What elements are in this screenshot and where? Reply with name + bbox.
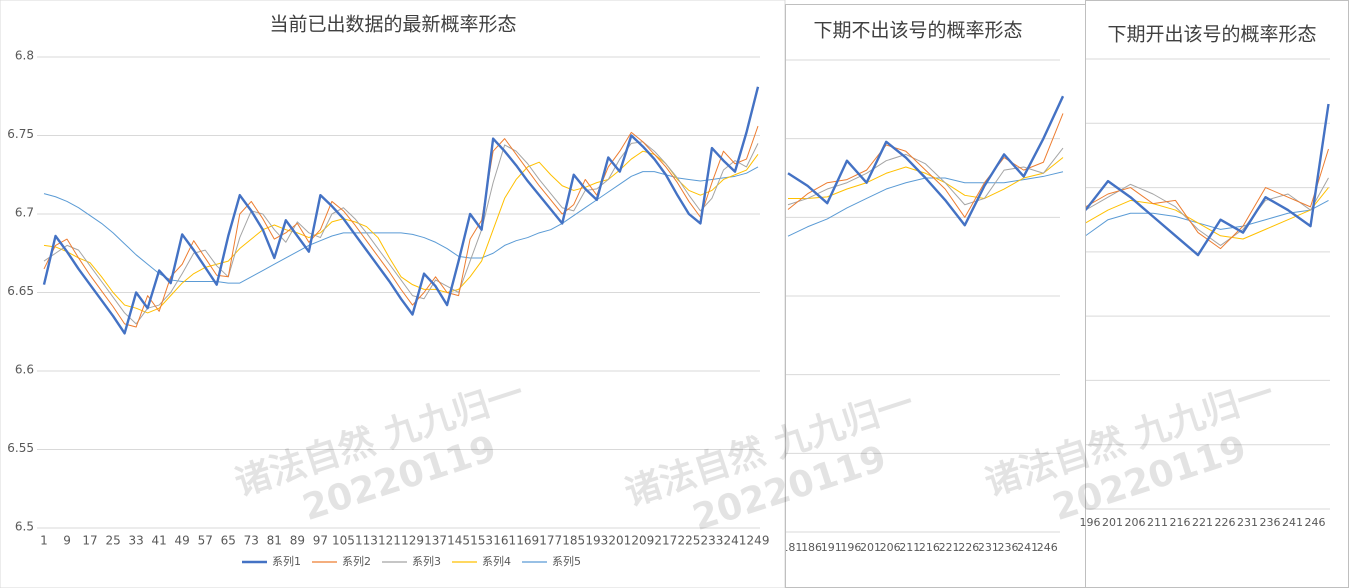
x-tick-label: 233 [700,534,723,548]
x-tick-label: 241 [1017,541,1038,554]
x-tick-label: 226 [1215,516,1236,529]
x-tick-label: 216 [919,541,940,554]
x-tick-label: 196 [1080,516,1101,529]
x-tick-label: 201 [860,541,881,554]
x-tick-label: 225 [677,534,700,548]
x-tick-label: 206 [880,541,901,554]
legend-label: 系列1 [272,554,301,568]
x-tick-label: 221 [939,541,960,554]
panel [0,0,786,588]
x-tick-label: 73 [244,534,259,548]
x-tick-label: 201 [608,534,631,548]
y-tick-label: 6.8 [15,49,34,63]
x-tick-label: 41 [152,534,167,548]
x-tick-label: 231 [978,541,999,554]
plot-area [1086,103,1330,257]
x-tick-label: 249 [747,534,770,548]
chart-title: 下期不出该号的概率形态 [813,20,1022,42]
x-tick-label: 9 [63,534,71,548]
legend-label: 系列4 [482,554,511,568]
x-tick-label: 226 [958,541,979,554]
y-tick-label: 6.75 [7,127,34,141]
x-tick-label: 196 [840,541,861,554]
x-axis-labels: 1811861911962012062112162212262312362412… [781,541,1058,554]
legend-label: 系列3 [412,554,441,568]
x-tick-label: 105 [332,534,355,548]
series-line [788,157,1064,199]
x-tick-label: 185 [562,534,585,548]
x-tick-label: 33 [128,534,143,548]
x-tick-label: 236 [1260,516,1281,529]
x-tick-label: 113 [355,534,378,548]
x-axis-labels: 1 9 17 25 33 41 49 57 65 73 81 89 97 105 113 121 129 137 1… [40,534,769,548]
x-tick-label: 191 [821,541,842,554]
x-tick-label: 177 [539,534,562,548]
x-tick-label: 1 [40,534,48,548]
x-tick-label: 153 [470,534,493,548]
x-tick-label: 241 [1282,516,1303,529]
chart-title: 当前已出数据的最新概率形态 [269,14,516,36]
x-tick-label: 97 [313,534,328,548]
x-tick-label: 211 [899,541,920,554]
x-tick-label: 209 [631,534,654,548]
x-tick-label: 121 [378,534,401,548]
series-line [1086,148,1329,250]
plot-area [787,95,1065,237]
series-line [42,86,760,335]
x-tick-label: 161 [493,534,516,548]
x-tick-label: 211 [1147,516,1168,529]
x-tick-label: 236 [998,541,1019,554]
x-tick-label: 206 [1125,516,1146,529]
series-line [43,125,759,328]
y-tick-label: 6.55 [7,441,34,455]
chart-title: 下期开出该号的概率形态 [1107,24,1316,46]
x-tick-label: 49 [175,534,190,548]
x-tick-label: 193 [585,534,608,548]
x-tick-label: 57 [198,534,213,548]
x-tick-label: 81 [267,534,282,548]
x-tick-label: 231 [1237,516,1258,529]
legend-label: 系列2 [342,554,371,568]
x-tick-label: 169 [516,534,539,548]
series-line [43,150,759,314]
x-tick-label: 137 [424,534,447,548]
x-tick-label: 217 [654,534,677,548]
y-tick-label: 6.6 [15,363,34,377]
y-tick-label: 6.65 [7,284,34,298]
series-line [1086,187,1329,240]
x-tick-label: 145 [447,534,470,548]
x-tick-label: 17 [82,534,97,548]
x-tick-label: 65 [221,534,236,548]
x-tick-label: 25 [105,534,120,548]
x-tick-label: 246 [1305,516,1326,529]
x-tick-label: 216 [1170,516,1191,529]
plot-area [42,86,760,335]
x-tick-label: 89 [290,534,305,548]
x-tick-label: 186 [801,541,822,554]
x-axis-labels: 196 201 206 211 216 221 226 231 236 241 246 [1080,516,1326,529]
x-tick-label: 221 [1192,516,1213,529]
x-tick-label: 246 [1037,541,1058,554]
legend-label: 系列5 [552,554,581,568]
series-line [1086,103,1330,257]
x-tick-label: 181 [781,541,802,554]
y-tick-label: 6.5 [15,520,34,534]
x-tick-label: 241 [724,534,747,548]
x-tick-label: 201 [1102,516,1123,529]
series-line [787,95,1065,227]
x-tick-label: 129 [401,534,424,548]
series-line [787,113,1064,218]
y-tick-label: 6.7 [15,206,34,220]
